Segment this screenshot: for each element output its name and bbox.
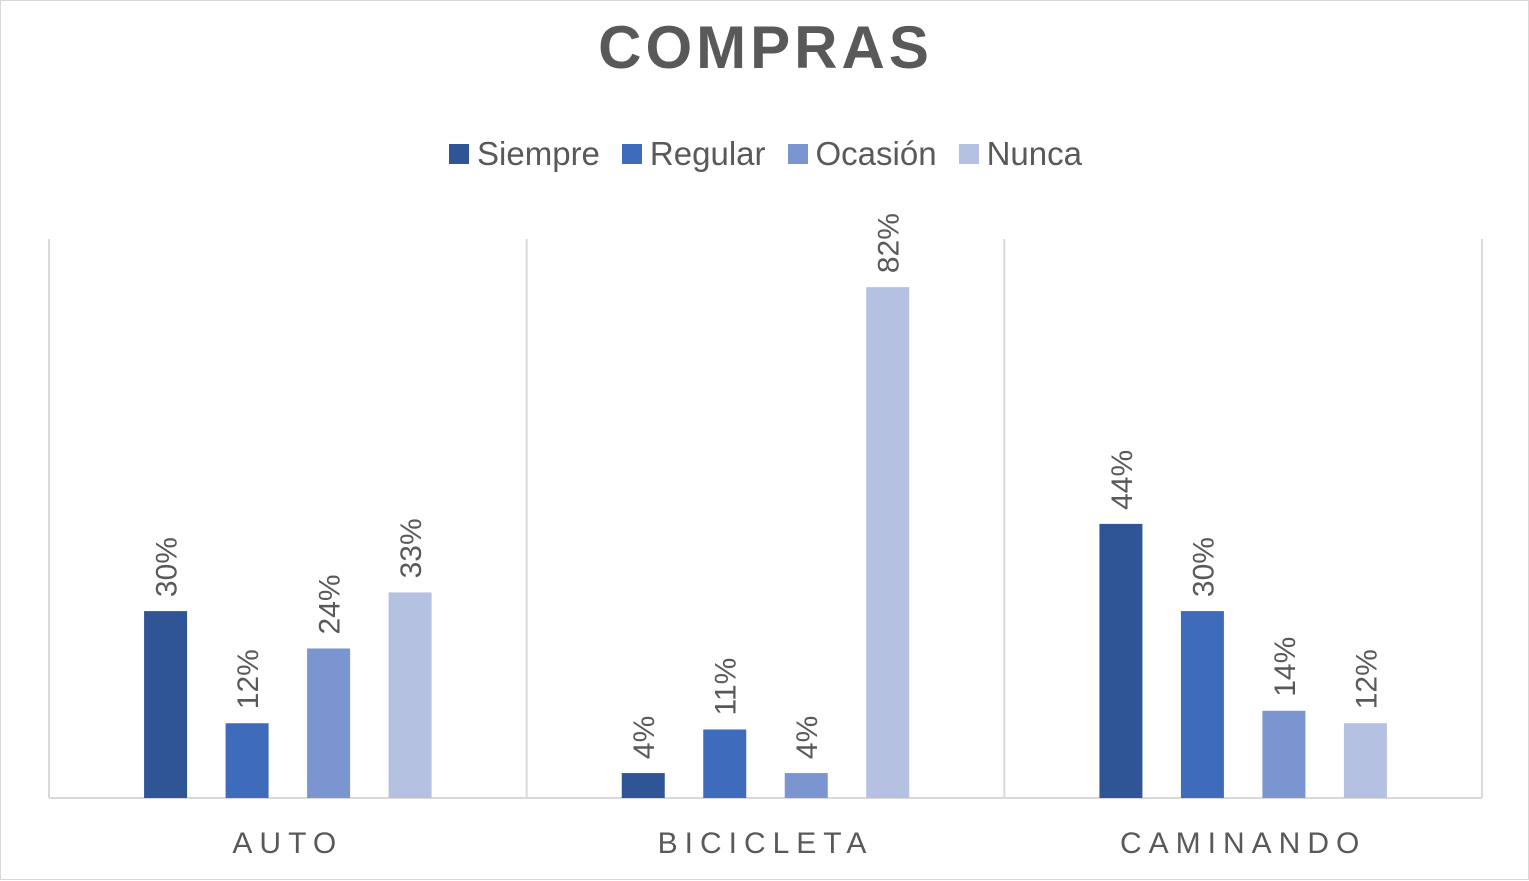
bar-bicicleta-1 [703,729,747,798]
legend-swatch-siempre [449,144,470,164]
bar-auto-0 [144,611,188,798]
data-label: 4% [791,716,824,759]
legend-item-siempre: Siempre [449,135,600,173]
data-label: 12% [232,649,265,709]
data-label: 12% [1350,649,1383,709]
data-label: 44% [1106,450,1139,510]
data-label: 4% [628,716,661,759]
chart-title: COMPRAS [598,14,933,81]
legend-label-nunca: Nunca [986,135,1082,172]
data-label: 30% [1187,537,1220,597]
data-label: 82% [873,213,906,273]
data-label: 14% [1269,637,1302,697]
bar-caminando-2 [1262,710,1306,798]
legend-swatch-ocasion [787,144,808,164]
legend-label-ocasion: Ocasión [815,135,937,172]
category-label: BICICLETA [658,827,874,860]
data-label: 30% [151,537,184,597]
bar-auto-2 [307,648,351,798]
bar-auto-3 [388,592,432,798]
legend-item-regular: Regular [621,135,766,173]
legend-item-nunca: Nunca [958,135,1082,173]
data-label: 11% [710,658,743,716]
bar-auto-1 [225,723,269,798]
bar-caminando-0 [1099,523,1143,798]
bar-caminando-3 [1343,723,1387,798]
bar-bicicleta-0 [621,773,665,798]
legend-item-ocasion: Ocasión [787,135,937,173]
category-label: AUTO [232,827,343,860]
category-label: CAMINANDO [1120,827,1366,860]
bar-bicicleta-2 [784,773,828,798]
data-label: 24% [314,574,347,634]
bar-caminando-1 [1180,611,1224,798]
legend-swatch-nunca [958,144,979,164]
data-label: 33% [395,518,428,578]
legend-label-regular: Regular [649,135,766,172]
legend-label-siempre: Siempre [477,135,600,172]
bar-bicicleta-3 [866,287,910,798]
legend-swatch-regular [621,144,642,164]
chart-legend: Siempre Regular Ocasión Nunca [1,135,1529,173]
